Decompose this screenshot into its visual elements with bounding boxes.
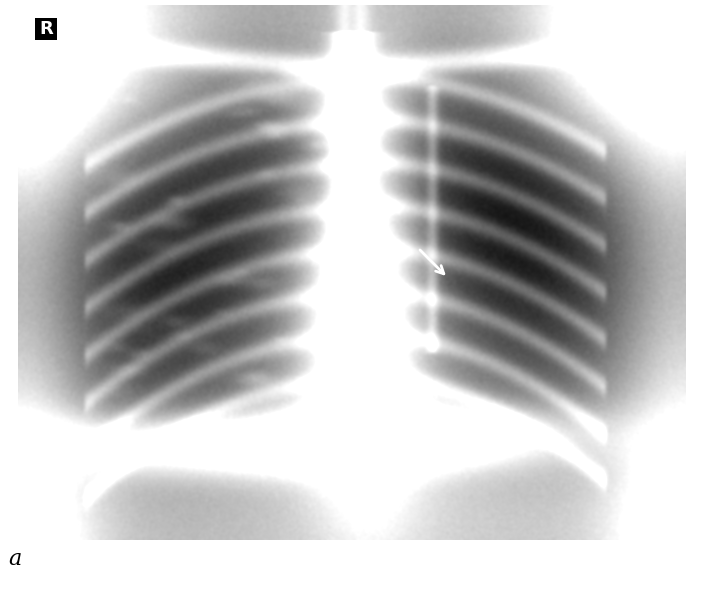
- Text: R: R: [39, 20, 53, 38]
- Bar: [35, 18, 57, 40]
- Text: a: a: [8, 548, 21, 570]
